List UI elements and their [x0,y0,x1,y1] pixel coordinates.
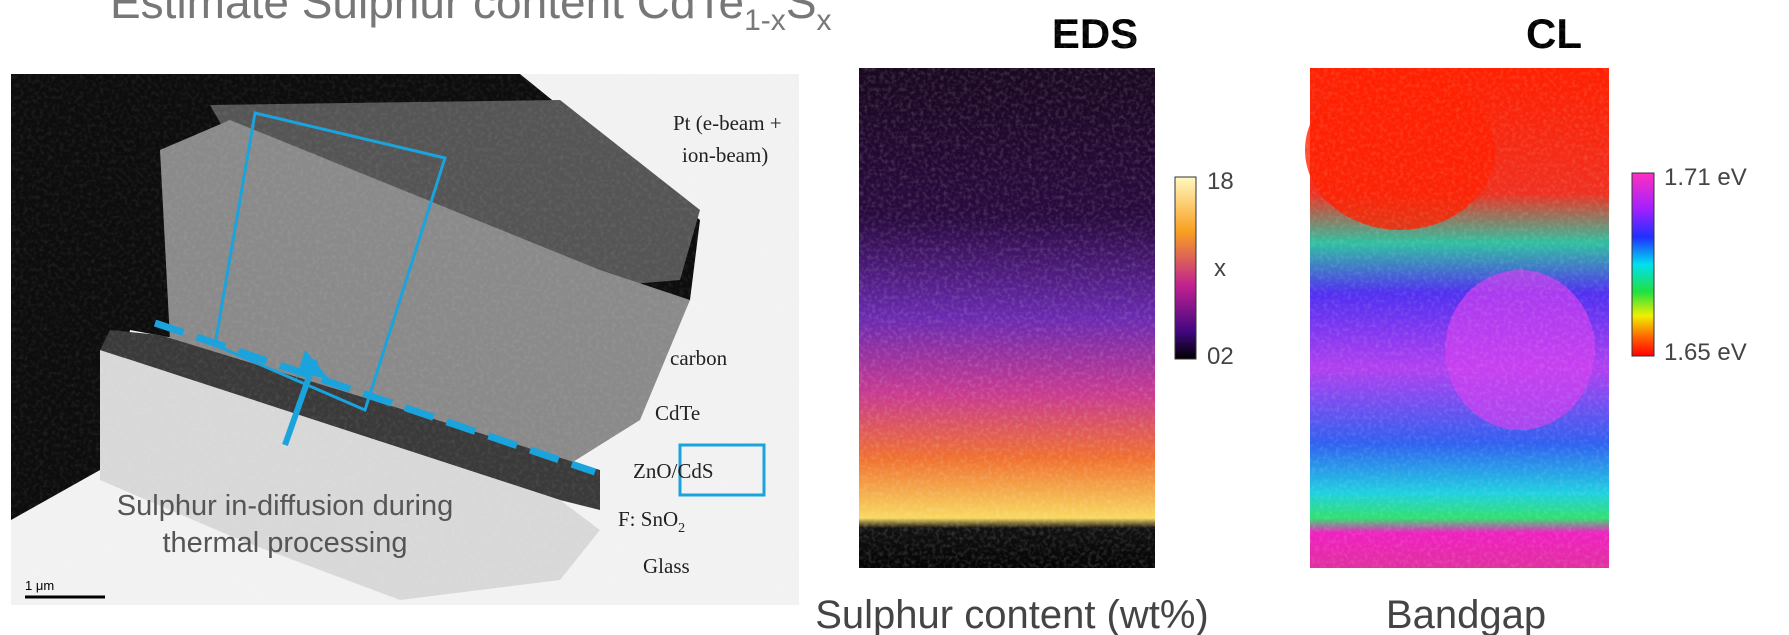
eds-colorbar [1175,177,1196,359]
title: Estimate Sulphur content CdTe1-xSx [110,0,832,37]
colorbar-label: 02 [1207,343,1234,370]
title-sub: x [817,4,832,37]
colorbar-label: 1.71 eV [1664,164,1747,191]
cl-noise [1310,68,1609,568]
slide: Estimate Sulphur content CdTe1-xSx Pt (e… [0,0,1789,635]
tem-label-main: F: SnO [618,507,678,531]
title-sub: 1-x [744,4,786,37]
tem-caption: thermal processing [163,527,408,559]
eds-noise [859,68,1155,568]
tem-caption: Sulphur in-diffusion during [117,490,453,522]
cl-heading: CL [1526,10,1582,57]
tem-label: ion-beam) [682,143,768,167]
tem-label: Glass [643,554,690,578]
scale-bar-label: 1 μm [25,578,54,593]
cl-caption: Bandgap [1386,593,1546,635]
tem-label: carbon [670,346,728,370]
colorbar-label: 1.65 eV [1664,339,1747,366]
tem-label-sub: 2 [678,521,685,536]
colorbar-label: 18 [1207,168,1234,195]
tem-label: ZnO/CdS [633,459,714,483]
title-main: Estimate Sulphur content CdTe [110,0,744,28]
tem-label: Pt (e-beam + [673,111,782,135]
eds-caption: Sulphur content (wt%) [815,593,1209,635]
tem-label: CdTe [655,401,700,425]
title-s: S [786,0,817,28]
cl-colorbar [1632,173,1654,356]
eds-heading: EDS [1052,10,1138,57]
colorbar-label: x [1214,255,1226,282]
